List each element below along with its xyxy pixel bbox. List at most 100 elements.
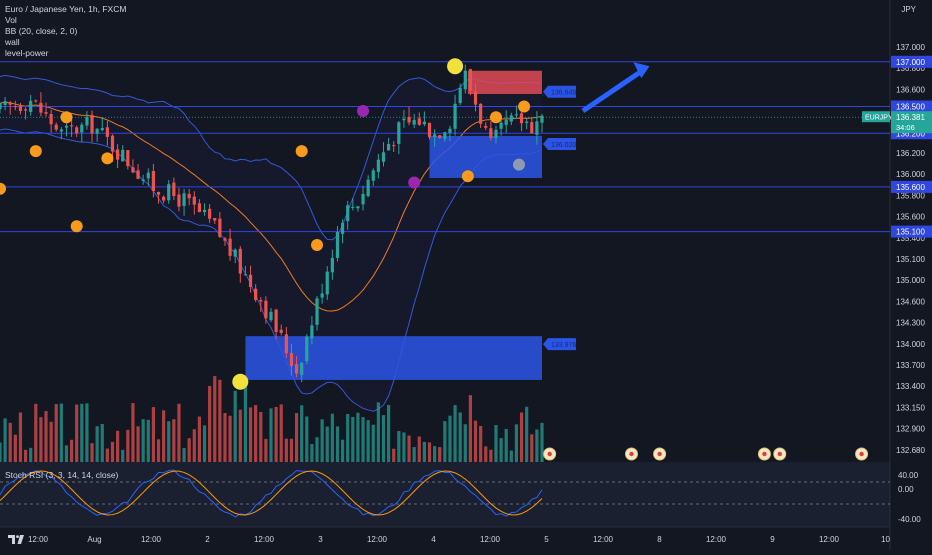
- volume-bar: [443, 421, 447, 462]
- candle-body: [433, 134, 437, 138]
- candle-body: [85, 116, 89, 126]
- signal-marker-yellow: [232, 373, 249, 390]
- volume-bar: [356, 412, 360, 462]
- candle-body: [156, 191, 161, 195]
- volume-bar: [330, 413, 334, 462]
- candle-body: [453, 103, 457, 129]
- x-tick-label: 2: [205, 535, 210, 544]
- volume-bar: [279, 404, 283, 462]
- candle-body: [126, 150, 130, 167]
- y-tick-label: 136.200: [896, 149, 925, 158]
- stoch-rsi-title[interactable]: Stoch RSI (3, 3, 14, 14, close): [5, 470, 119, 480]
- level-badge-label: 135.600: [896, 183, 925, 192]
- signal-marker-purple: [357, 104, 370, 117]
- candle-body: [172, 182, 176, 197]
- volume-bar: [141, 419, 145, 462]
- volume-bar: [433, 446, 437, 462]
- volume-bar: [233, 390, 237, 462]
- volume-bar: [525, 406, 529, 462]
- candle-body: [228, 238, 232, 256]
- projection-arrow-head: [633, 62, 650, 79]
- candle-body: [504, 120, 508, 125]
- candle-body: [540, 115, 544, 123]
- candle-body: [248, 274, 253, 288]
- volume-bar: [44, 411, 48, 462]
- volume-bar: [284, 438, 288, 462]
- candle-body: [473, 91, 478, 105]
- y-tick-label: 135.000: [896, 276, 925, 285]
- volume-bar: [95, 426, 99, 462]
- y-tick-label: 132.900: [896, 425, 925, 434]
- candle-body: [397, 122, 401, 144]
- rsi-tick-label: 0.00: [898, 485, 914, 494]
- candle-body: [177, 194, 181, 207]
- volume-bar: [34, 403, 38, 462]
- stoch-rsi-d: [0, 470, 543, 516]
- signal-marker-orange: [29, 145, 42, 158]
- candle-body: [39, 102, 43, 113]
- x-tick-label: 12:00: [254, 535, 275, 544]
- volume-bar: [136, 426, 140, 462]
- candle-body: [264, 300, 268, 319]
- candle-body: [458, 87, 462, 103]
- candle-body: [479, 103, 483, 124]
- candle-body: [315, 298, 319, 325]
- candle-body: [18, 106, 23, 112]
- candle-body: [100, 127, 104, 131]
- volume-bar: [305, 416, 309, 462]
- candle-body: [402, 118, 406, 121]
- ticker-badge: [862, 111, 890, 123]
- volume-bar: [361, 417, 365, 462]
- volume-bar: [325, 426, 329, 462]
- volume-bar: [519, 412, 524, 462]
- level-badge: [891, 55, 932, 68]
- volume-bar: [540, 422, 544, 462]
- event-marker-dot: [777, 451, 782, 457]
- candle-body: [116, 149, 120, 160]
- volume-bar: [473, 420, 478, 462]
- candle-body: [182, 193, 186, 206]
- level-badge-label: 136.500: [896, 102, 925, 111]
- volume-bar: [85, 403, 89, 462]
- candle-body: [218, 218, 222, 237]
- x-tick-label: 3: [318, 535, 323, 544]
- y-tick-label: 133.150: [896, 403, 925, 412]
- level-badge-label: 136.200: [896, 129, 925, 138]
- y-tick-label: 134.000: [896, 340, 925, 349]
- candle-body: [294, 364, 299, 374]
- candle-body: [167, 184, 171, 201]
- volume-bar: [110, 441, 115, 462]
- zone-label: 136.649: [551, 90, 576, 97]
- signal-marker-orange: [489, 111, 502, 124]
- projection-arrow-shaft: [581, 69, 643, 114]
- candle-body: [514, 114, 519, 116]
- volume-bar: [23, 449, 28, 462]
- volume-bar: [69, 439, 74, 462]
- y-tick-label: 136.800: [896, 64, 925, 73]
- volume-bar: [407, 435, 411, 462]
- candle-body: [233, 249, 237, 257]
- candle-body: [407, 117, 411, 123]
- candle-body: [110, 135, 115, 152]
- x-tick-label: 12:00: [141, 535, 162, 544]
- volume-bar: [192, 429, 196, 462]
- event-marker-dot: [547, 451, 552, 457]
- candle-body: [23, 109, 28, 111]
- y-tick-label: 133.700: [896, 361, 925, 370]
- volume-bar: [351, 416, 355, 462]
- volume-bar: [162, 410, 166, 462]
- zone-label-tag: [543, 338, 576, 351]
- demand-zone: [245, 336, 542, 380]
- candle-body: [208, 208, 212, 219]
- x-tick-label: 12:00: [819, 535, 840, 544]
- volume-bar: [484, 446, 488, 462]
- event-marker-dot: [762, 451, 767, 457]
- zone-label: 136.020: [551, 142, 576, 149]
- signal-marker-orange: [311, 239, 324, 251]
- candle-body: [422, 121, 426, 125]
- x-tick-label: 10: [881, 535, 890, 544]
- volume-bar: [499, 438, 503, 462]
- candle-body: [535, 121, 539, 135]
